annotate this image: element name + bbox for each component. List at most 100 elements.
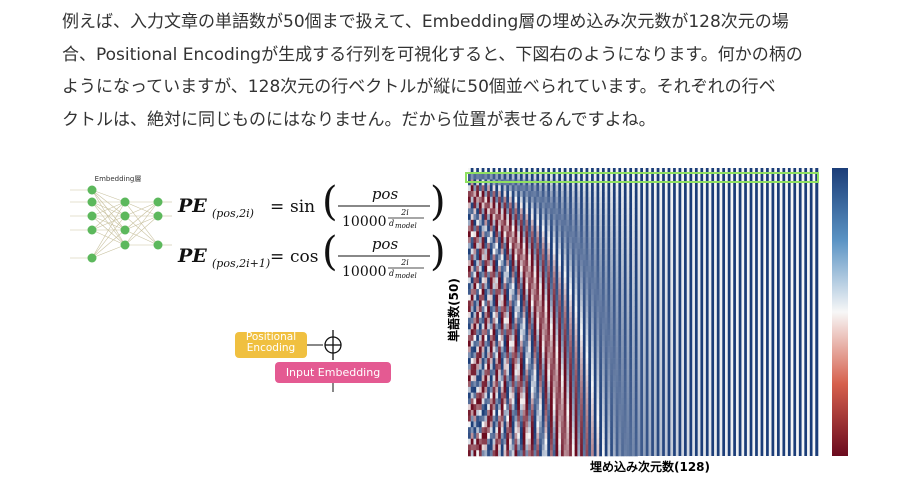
cell: [591, 381, 595, 388]
column: [807, 168, 811, 456]
cell: [599, 283, 603, 290]
cell: [509, 225, 513, 232]
cell: [550, 375, 554, 382]
cell: [468, 231, 472, 238]
cell: [528, 294, 532, 301]
cell: [484, 358, 488, 365]
cell: [547, 404, 551, 411]
cell: [580, 237, 584, 244]
cell: [626, 242, 630, 249]
cell: [632, 432, 636, 440]
cell: [484, 409, 488, 416]
cell: [612, 369, 616, 376]
cell: [500, 450, 504, 457]
cell: [541, 294, 545, 301]
cell: [615, 352, 619, 359]
cell: [601, 312, 606, 319]
cell: [528, 404, 532, 411]
cell: [560, 438, 565, 445]
cell: [569, 248, 573, 255]
cell: [509, 432, 513, 440]
cell: [618, 283, 622, 290]
cell: [623, 254, 627, 261]
cell: [495, 352, 499, 359]
cell: [547, 168, 551, 175]
cell: [593, 340, 597, 347]
cell: [506, 265, 510, 272]
cell: [612, 277, 616, 284]
cell: [489, 248, 493, 255]
cell: [544, 231, 548, 238]
cell: [610, 271, 614, 278]
cell: [484, 450, 488, 457]
cell: [601, 335, 606, 342]
cell: [550, 323, 554, 330]
cell: [473, 392, 477, 399]
cell: [563, 323, 567, 330]
cell: [517, 392, 521, 399]
cell: [530, 335, 534, 342]
cell: [503, 409, 507, 416]
cell: [582, 294, 586, 301]
cell: [478, 185, 482, 192]
cell: [580, 409, 584, 416]
cell: [601, 381, 606, 388]
cell: [506, 427, 510, 434]
cell: [522, 242, 526, 249]
cell: [547, 283, 551, 290]
cell: [528, 335, 532, 342]
cell: [495, 191, 499, 198]
cell: [607, 191, 611, 198]
cell: [533, 346, 537, 353]
cell: [530, 421, 534, 428]
cell: [525, 208, 529, 215]
cell: [607, 404, 611, 411]
column: [763, 168, 767, 456]
cell: [596, 248, 600, 255]
cell: [500, 386, 504, 393]
cell: [547, 185, 551, 192]
neuron: [120, 211, 130, 221]
cell: [498, 265, 502, 272]
cell: [610, 427, 614, 434]
cell: [498, 231, 502, 238]
cell: [544, 346, 548, 353]
cell: [607, 386, 611, 393]
cell: [550, 404, 554, 411]
cell: [544, 202, 548, 209]
cell: [632, 404, 636, 411]
cell: [607, 283, 611, 290]
cell: [484, 363, 488, 370]
cell: [563, 265, 567, 272]
cell: [588, 438, 592, 445]
cell: [621, 398, 625, 405]
cell: [615, 381, 619, 388]
cell: [536, 358, 540, 365]
cell: [571, 432, 575, 440]
cell: [577, 381, 581, 388]
cell: [525, 219, 529, 226]
cell: [530, 254, 534, 261]
cell: [514, 208, 518, 215]
cell: [533, 398, 537, 405]
cell: [536, 375, 540, 382]
cell: [492, 335, 496, 342]
cell: [470, 398, 474, 405]
cell: [536, 381, 540, 388]
cell: [481, 386, 485, 393]
cell: [522, 335, 526, 342]
cell: [498, 432, 502, 440]
cell: [514, 415, 518, 422]
cell: [473, 260, 477, 267]
cell: [552, 369, 556, 376]
cell: [621, 381, 625, 388]
cell: [580, 432, 584, 440]
cell: [577, 219, 581, 226]
cell: [563, 208, 567, 215]
cell: [500, 312, 504, 319]
cell: [489, 444, 493, 451]
cell: [550, 196, 554, 203]
cell: [522, 432, 526, 440]
cell: [555, 317, 559, 324]
cell: [615, 312, 619, 319]
